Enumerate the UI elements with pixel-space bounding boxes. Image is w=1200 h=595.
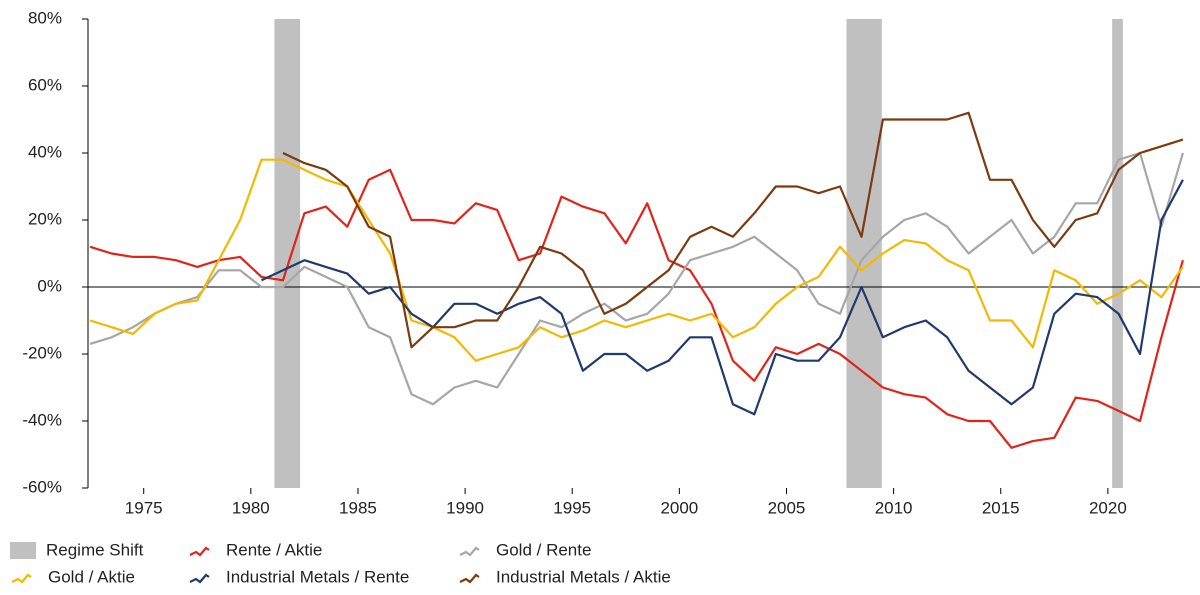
legend-label: Gold / Rente — [496, 540, 591, 559]
series-line — [89, 158, 1184, 362]
series-line — [282, 111, 1184, 349]
legend-icon — [189, 546, 210, 557]
y-tick-label: 60% — [28, 75, 62, 94]
regime-band — [1112, 19, 1123, 488]
series-line — [89, 151, 1184, 406]
y-tick-label: -40% — [22, 410, 62, 429]
regime-band — [274, 19, 301, 488]
series-line — [89, 168, 1184, 449]
legend-icon — [459, 546, 480, 557]
legend-icon — [11, 573, 32, 584]
legend-label: Rente / Aktie — [226, 540, 322, 559]
x-tick-label: 2005 — [768, 498, 806, 517]
x-tick-label: 2020 — [1089, 498, 1127, 517]
y-tick-label: 40% — [28, 142, 62, 161]
x-tick-label: 1985 — [339, 498, 377, 517]
y-tick-label: -20% — [22, 343, 62, 362]
x-tick-label: 2015 — [982, 498, 1020, 517]
legend-label: Gold / Aktie — [48, 567, 135, 586]
legend-swatch — [10, 542, 36, 559]
legend-icon — [459, 573, 480, 584]
legend-label: Industrial Metals / Aktie — [496, 567, 671, 586]
legend-label: Industrial Metals / Rente — [226, 567, 409, 586]
legend-icon — [189, 573, 210, 584]
x-tick-label: 1980 — [232, 498, 270, 517]
y-tick-label: 80% — [28, 8, 62, 27]
x-tick-label: 1990 — [446, 498, 484, 517]
y-tick-label: 0% — [37, 276, 62, 295]
x-tick-label: 1995 — [553, 498, 591, 517]
y-tick-label: 20% — [28, 209, 62, 228]
legend-label: Regime Shift — [46, 540, 144, 559]
y-tick-label: -60% — [22, 477, 62, 496]
regime-band — [846, 19, 882, 488]
x-tick-label: 1975 — [125, 498, 163, 517]
series-line — [261, 179, 1184, 416]
x-tick-label: 2010 — [875, 498, 913, 517]
x-tick-label: 2000 — [660, 498, 698, 517]
